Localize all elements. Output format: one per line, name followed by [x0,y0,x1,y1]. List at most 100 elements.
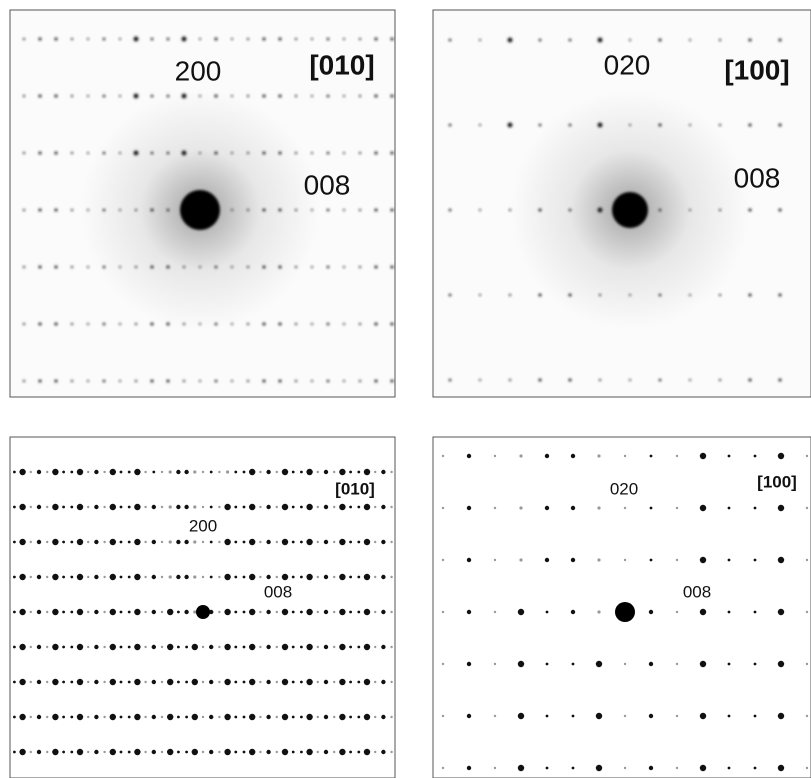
diffraction-spot [629,379,631,381]
diffraction-spot [357,715,361,719]
diffraction-spot [134,748,141,756]
diffraction-spot [94,574,99,580]
diffraction-spot [119,680,123,684]
diffraction-spot [343,380,345,382]
diffraction-spot [262,94,266,98]
diffraction-spot [166,37,170,41]
diffraction-spot [242,680,246,684]
diffraction-spot [339,573,346,581]
diffraction-spot [571,714,575,718]
diffraction-spot [29,470,32,474]
diffraction-spot [182,379,186,383]
diffraction-panel: 200 [010] 008 [9,9,396,398]
diffraction-spot [234,575,238,579]
diffraction-spot [234,680,238,684]
diffraction-spot [381,679,386,685]
diffraction-spot [689,209,691,211]
diffraction-spot [363,468,371,476]
diffraction-spot [291,540,295,544]
diffraction-spot [246,265,250,269]
diffraction-spot [19,573,26,581]
diffraction-spot [381,714,386,720]
diffraction-spot [333,750,336,754]
diffraction-spot [519,558,523,562]
diffraction-spot [718,208,722,212]
diffraction-spot [231,380,233,382]
diffraction-spot [181,150,187,156]
diffraction-spot [13,715,16,719]
diffraction-spot [46,645,49,649]
diffraction-spot [339,468,346,476]
diffraction-spot [316,470,319,474]
diffraction-spot [103,505,106,509]
diffraction-spot [52,573,59,581]
diffraction-spot [777,660,785,668]
diffraction-spot [266,609,271,615]
diffraction-spot [181,36,187,42]
diffraction-spot [291,680,295,684]
index-label: [010] [309,49,374,80]
diffraction-spot [570,609,576,615]
diffraction-spot [571,766,575,770]
diffraction-spot [144,575,147,579]
diffraction-spot [29,715,32,719]
diffraction-spot [102,265,106,269]
diffraction-spot [119,505,123,509]
diffraction-spot [168,540,172,544]
diffraction-spot [201,470,205,474]
diffraction-spot [134,608,141,616]
diffraction-spot [150,265,154,269]
diffraction-spot [281,678,289,686]
diffraction-spot [76,748,84,756]
diffraction-spot [76,538,84,546]
index-label: [100] [724,54,789,85]
diffraction-spot [259,540,262,544]
diffraction-spot [629,294,631,296]
diffraction-spot [249,573,256,581]
diffraction-spot [259,610,262,614]
diffraction-spot [36,539,42,545]
diffraction-spot [326,322,330,326]
diffraction-spot [374,715,377,719]
spots [441,452,809,772]
diffraction-spot [22,151,26,155]
diffraction-spot [103,680,106,684]
diffraction-spot [519,506,523,510]
diffraction-spot [381,504,386,510]
diffraction-spot [306,643,313,651]
diffraction-spot [19,713,26,721]
diffraction-spot [291,470,295,474]
diffraction-spot [538,208,542,212]
diffraction-spot [727,558,731,562]
diffraction-spot [119,266,121,268]
diffraction-spot [718,378,722,382]
diffraction-spot [281,538,289,546]
diffraction-spot [134,538,141,546]
spot-field [441,452,809,772]
diffraction-panel: 020 [100] 008 [432,9,811,398]
diffraction-spot [54,151,58,155]
diffraction-spot [374,379,378,383]
diffraction-spot [13,540,16,544]
diffraction-spot [538,38,542,42]
diffraction-spot [493,766,497,770]
diffraction-spot [151,504,156,510]
diffraction-spot [119,380,121,382]
diffraction-spot [199,380,201,382]
diffraction-spot [598,293,602,297]
diffraction-spot [390,379,394,383]
diffraction-spot [177,610,180,614]
diffraction-spot [87,540,90,544]
diffraction-spot [339,713,346,721]
diffraction-spot [134,678,141,686]
diffraction-spot [727,766,731,770]
diffraction-spot [87,266,89,268]
diffraction-spot [466,609,472,615]
diffraction-spot [87,750,90,754]
diffraction-spot [144,680,147,684]
diffraction-spot [727,714,731,718]
diffraction-spot [777,608,785,616]
diffraction-spot [374,208,378,212]
diffraction-spot [448,208,452,212]
diffraction-spot [19,538,26,546]
